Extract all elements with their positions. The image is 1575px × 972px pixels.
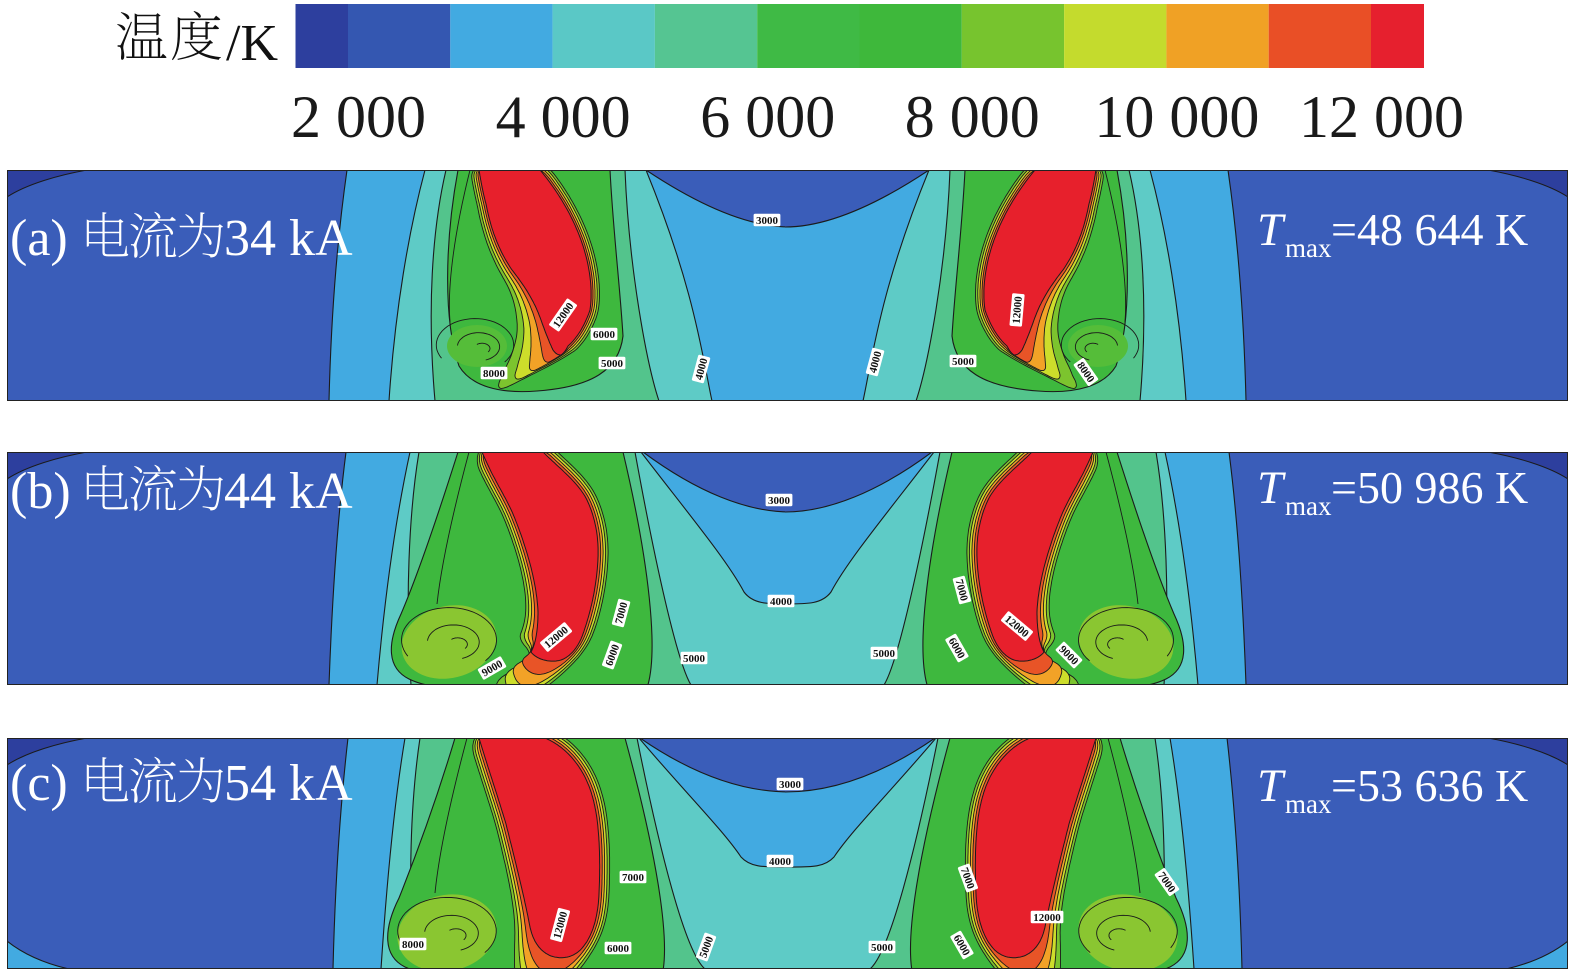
svg-text:=48 644 K: =48 644 K xyxy=(1331,204,1528,255)
svg-text:3000: 3000 xyxy=(768,495,791,507)
svg-text:=50 986 K: =50 986 K xyxy=(1331,462,1528,513)
svg-text:7000: 7000 xyxy=(622,872,645,884)
svg-text:5000: 5000 xyxy=(952,356,975,368)
svg-text:max: max xyxy=(1285,233,1332,263)
svg-text:34 kA: 34 kA xyxy=(224,210,353,267)
svg-text:12000: 12000 xyxy=(1033,912,1061,924)
svg-text:5000: 5000 xyxy=(683,653,706,665)
svg-text:4000: 4000 xyxy=(769,856,792,868)
svg-text:T: T xyxy=(1257,760,1286,812)
svg-text:54 kA: 54 kA xyxy=(224,755,353,812)
svg-text:(b): (b) xyxy=(10,463,71,520)
svg-text:4000: 4000 xyxy=(693,357,710,382)
svg-text:T: T xyxy=(1257,462,1286,514)
svg-text:5000: 5000 xyxy=(601,358,624,370)
svg-text:8 000: 8 000 xyxy=(905,84,1040,150)
svg-text:(a): (a) xyxy=(10,210,68,267)
svg-text:3000: 3000 xyxy=(756,215,779,227)
svg-text:8000: 8000 xyxy=(483,368,506,380)
svg-text:4000: 4000 xyxy=(770,596,793,608)
svg-text:(c): (c) xyxy=(10,755,68,812)
svg-text:max: max xyxy=(1285,491,1332,521)
svg-text:max: max xyxy=(1285,789,1332,819)
svg-text:4 000: 4 000 xyxy=(496,84,631,150)
svg-text:3000: 3000 xyxy=(779,779,802,791)
svg-text:12 000: 12 000 xyxy=(1299,84,1464,150)
svg-text:6 000: 6 000 xyxy=(700,84,835,150)
svg-text:8000: 8000 xyxy=(402,939,425,951)
svg-text:/K: /K xyxy=(226,15,278,72)
svg-text:4000: 4000 xyxy=(867,350,884,375)
svg-text:5000: 5000 xyxy=(871,942,894,954)
svg-text:7000: 7000 xyxy=(953,578,970,603)
svg-text:12000: 12000 xyxy=(1011,295,1025,324)
svg-text:6000: 6000 xyxy=(607,943,630,955)
svg-text:7000: 7000 xyxy=(613,601,630,626)
svg-text:T: T xyxy=(1257,204,1286,256)
svg-text:=53 636 K: =53 636 K xyxy=(1331,760,1528,811)
svg-text:2 000: 2 000 xyxy=(291,84,426,150)
svg-text:44 kA: 44 kA xyxy=(224,463,353,520)
svg-text:10 000: 10 000 xyxy=(1094,84,1259,150)
svg-text:6000: 6000 xyxy=(593,329,616,341)
svg-text:5000: 5000 xyxy=(873,648,896,660)
